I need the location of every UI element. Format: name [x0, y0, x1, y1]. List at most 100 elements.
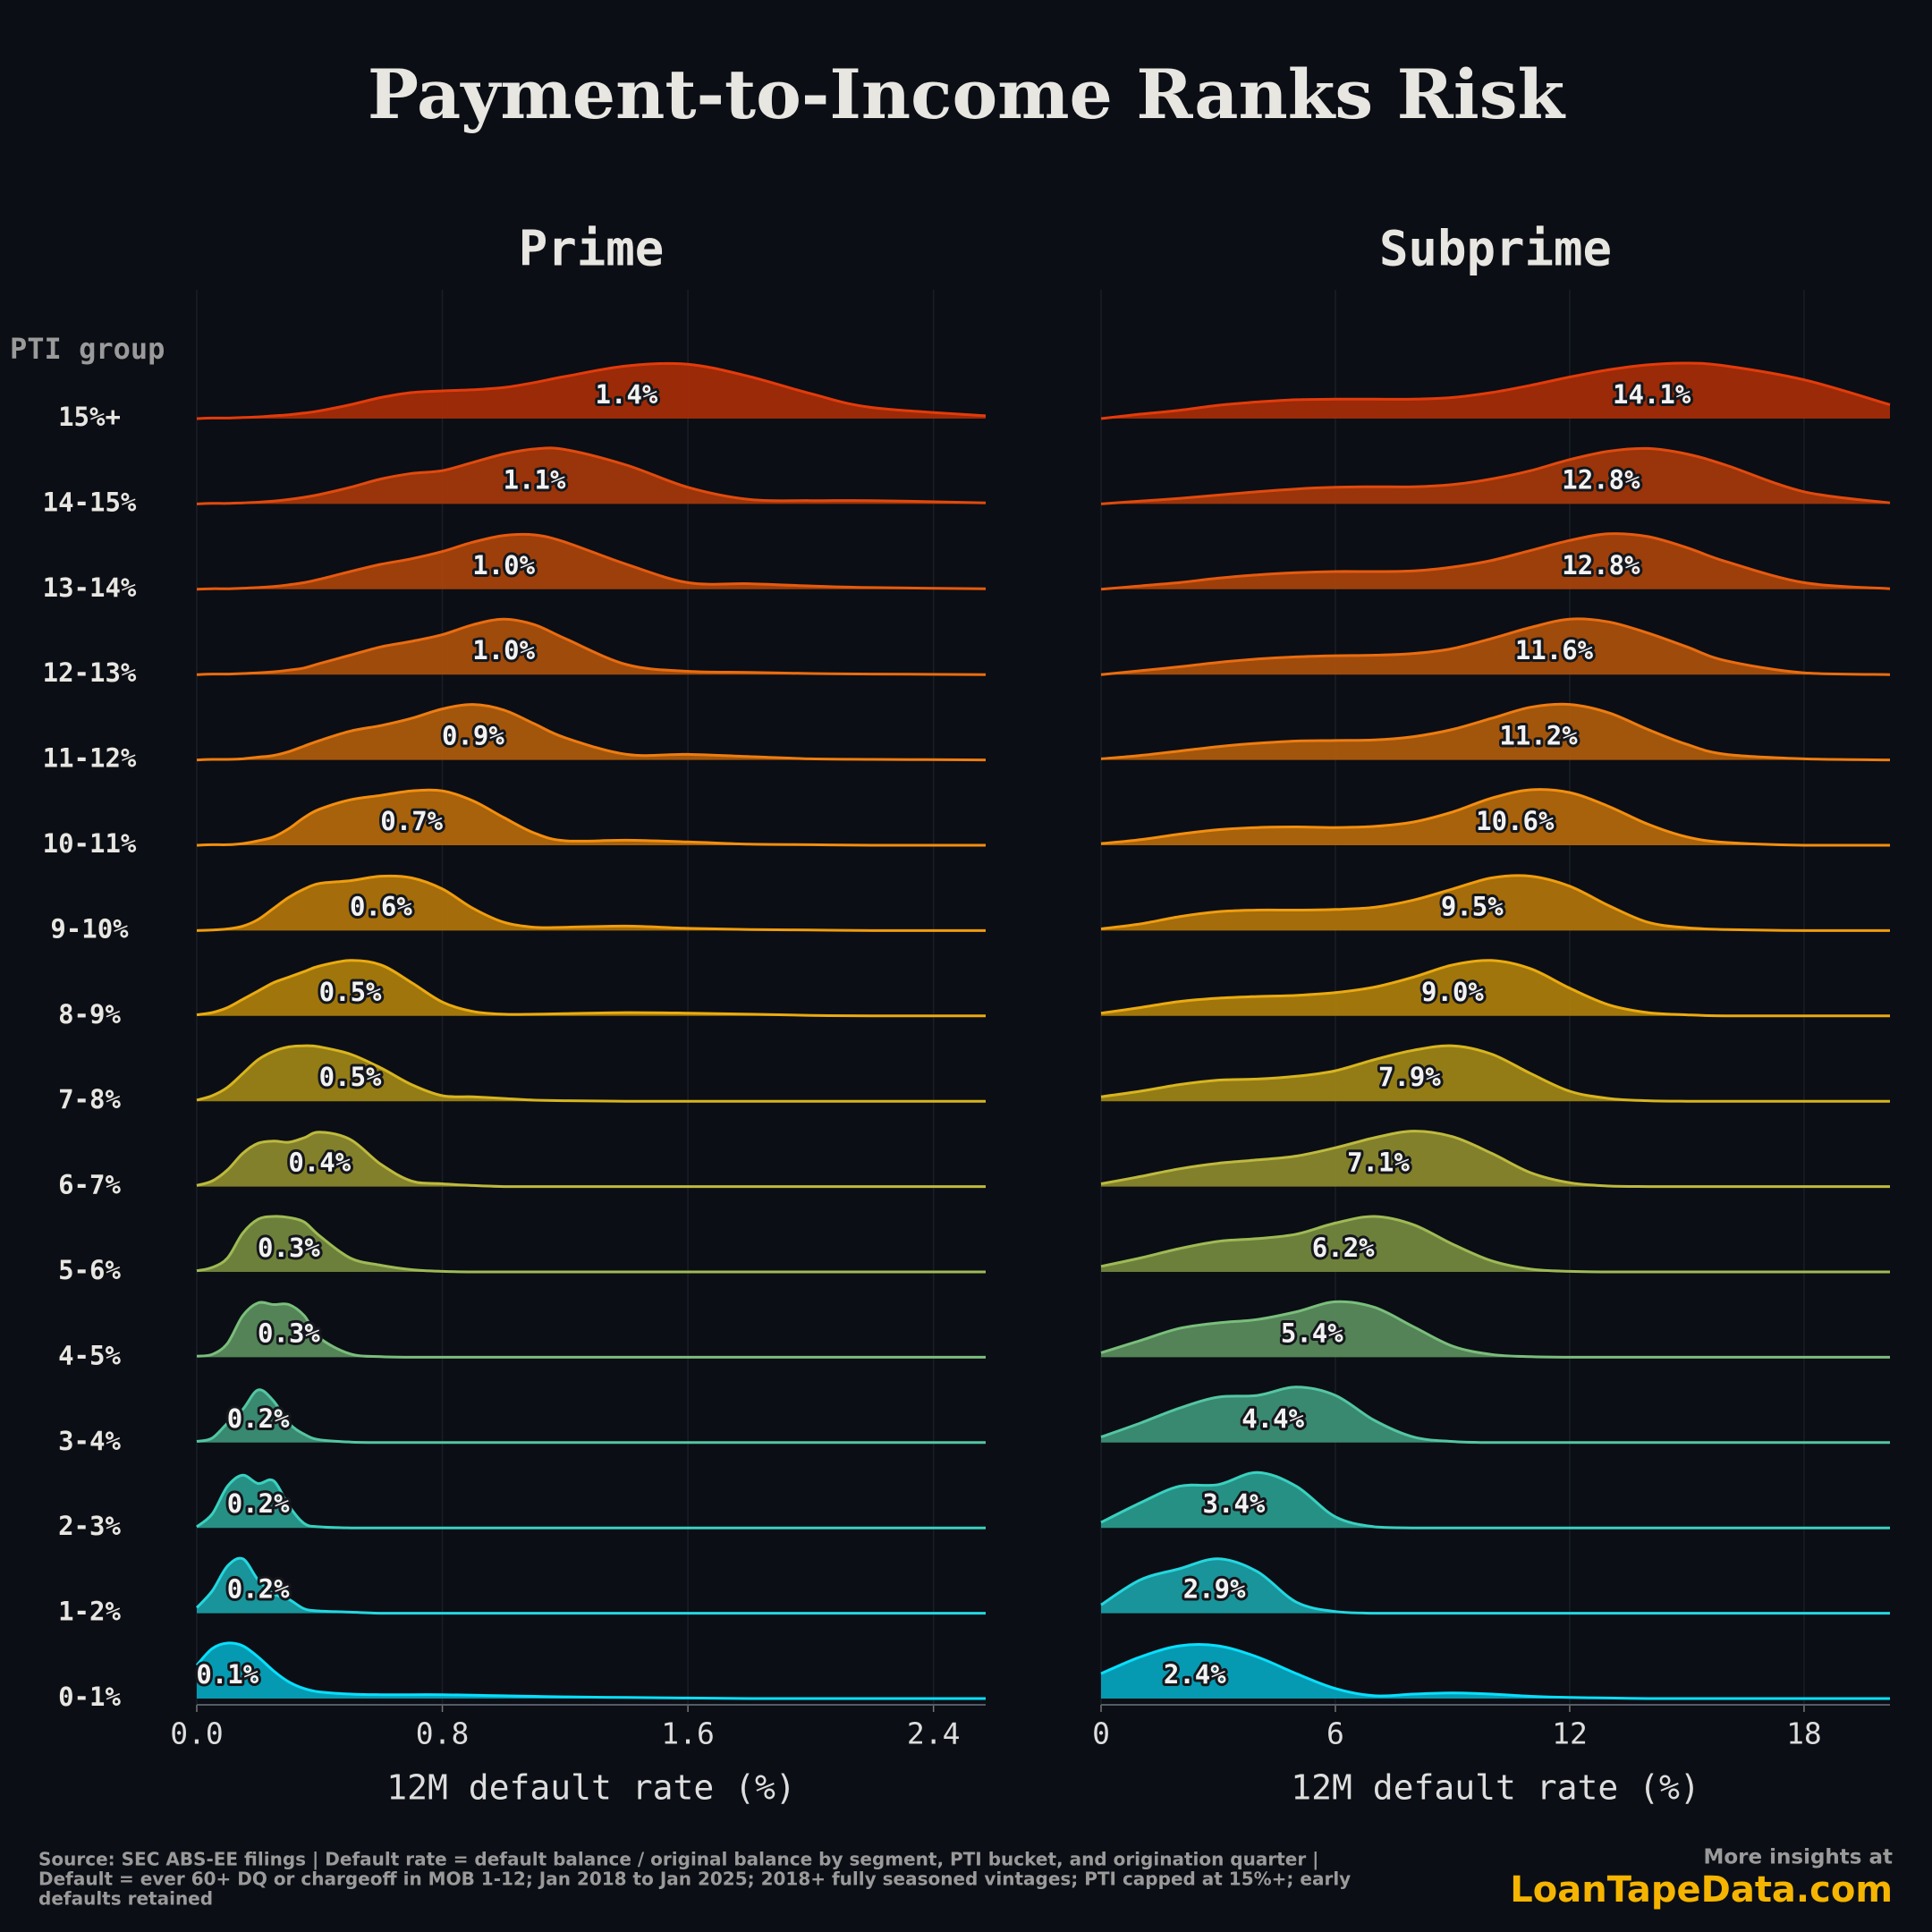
- ridge-area: [1101, 1216, 1890, 1272]
- y-tick-label: 11-12%: [43, 743, 137, 774]
- mean-label: 12.8%: [1562, 550, 1640, 580]
- mean-label: 9.5%: [1441, 891, 1504, 921]
- mean-label: 14.1%: [1613, 379, 1691, 410]
- mean-label: 0.2%: [227, 1488, 290, 1519]
- mean-label: 0.5%: [319, 1062, 382, 1092]
- y-axis-title: PTI group: [10, 332, 165, 366]
- ridge-line: [1100, 532, 1891, 591]
- y-tick-label: 8-9%: [58, 999, 121, 1030]
- y-tick-label: 7-8%: [58, 1084, 121, 1114]
- source-note: defaults retained: [38, 1888, 213, 1910]
- mean-label: 2.9%: [1183, 1574, 1246, 1605]
- mean-label: 6.2%: [1312, 1233, 1375, 1263]
- ridge-area: [1101, 1386, 1890, 1443]
- mean-label: 0.2%: [227, 1574, 290, 1605]
- mean-label: 9.0%: [1421, 977, 1484, 1007]
- mean-label: 0.6%: [350, 891, 412, 921]
- ridge-line: [1100, 788, 1890, 847]
- x-tick-label: 1.6: [661, 1716, 715, 1751]
- y-tick-label: 13-14%: [43, 572, 137, 603]
- ridge-line: [1100, 446, 1891, 505]
- ridge-line: [196, 1473, 986, 1530]
- ridge-area: [197, 1216, 986, 1272]
- ridge-line: [1100, 1557, 1890, 1615]
- ridge-line: [1100, 361, 1891, 420]
- mean-label: 4.4%: [1241, 1403, 1304, 1434]
- ridge-line: [1100, 1300, 1890, 1359]
- mean-label: 3.4%: [1203, 1488, 1266, 1519]
- chart-title: Payment-to-Income Ranks Risk: [368, 55, 1566, 134]
- mean-label: 7.9%: [1378, 1062, 1441, 1092]
- x-tick-label: 12: [1552, 1716, 1588, 1751]
- mean-label: 0.9%: [442, 721, 504, 751]
- y-tick-label: 6-7%: [58, 1170, 121, 1200]
- x-axis-label: 12M default rate (%): [1291, 1768, 1700, 1808]
- cta-text: More insights at: [1703, 1846, 1893, 1869]
- ridge-line: [196, 617, 987, 676]
- ridge-line: [196, 1301, 986, 1359]
- ridge-line: [1100, 617, 1891, 676]
- ridge-area: [1101, 533, 1890, 589]
- ridge-area: [197, 876, 986, 931]
- ridge-line: [196, 788, 986, 847]
- ridge-area: [197, 1046, 986, 1102]
- y-tick-label: 5-6%: [58, 1255, 121, 1285]
- mean-label: 1.4%: [596, 379, 658, 410]
- mean-label: 0.5%: [319, 977, 382, 1007]
- y-tick-label: 0-1%: [58, 1682, 121, 1712]
- mean-label: 0.1%: [196, 1659, 258, 1690]
- panel-title: Prime: [519, 221, 665, 277]
- brand-link: LoanTapeData.com: [1510, 1869, 1893, 1911]
- mean-label: 0.4%: [288, 1148, 351, 1178]
- mean-label: 7.1%: [1347, 1148, 1410, 1178]
- ridge-area: [197, 1642, 986, 1699]
- ridge-area: [197, 704, 986, 760]
- ridge-area: [1101, 704, 1890, 760]
- mean-label: 2.4%: [1164, 1659, 1226, 1690]
- ridge-line: [1100, 1643, 1890, 1700]
- x-tick-label: 18: [1786, 1716, 1822, 1751]
- ridge-area: [1101, 618, 1890, 675]
- y-tick-label: 14-15%: [43, 487, 137, 517]
- y-tick-label: 15%+: [58, 402, 121, 432]
- ridge-area: [197, 1389, 986, 1443]
- ridge-area: [197, 1558, 986, 1614]
- ridge-area: [197, 447, 986, 504]
- y-tick-label: 1-2%: [58, 1597, 121, 1627]
- mean-label: 0.3%: [258, 1318, 320, 1348]
- ridge-area: [197, 1475, 986, 1529]
- ridge-area: [1101, 1472, 1890, 1529]
- x-tick-label: 0: [1092, 1716, 1110, 1751]
- mean-label: 0.7%: [380, 806, 443, 836]
- x-tick-label: 2.4: [907, 1716, 961, 1751]
- mean-label: 1.1%: [504, 464, 566, 495]
- ridge-line: [1100, 1215, 1890, 1274]
- ridge-area: [197, 960, 986, 1016]
- ridge-line: [196, 1131, 986, 1189]
- y-tick-label: 9-10%: [50, 913, 129, 944]
- ridge-area: [197, 619, 986, 675]
- ridge-line: [1100, 1385, 1890, 1445]
- mean-label: 1.0%: [472, 550, 535, 580]
- ridge-line: [196, 1215, 986, 1274]
- panel-title: Subprime: [1379, 221, 1612, 277]
- x-axis-label: 12M default rate (%): [386, 1768, 796, 1808]
- ridge-line: [195, 1641, 986, 1700]
- mean-label: 11.6%: [1515, 635, 1594, 665]
- ridge-line: [1100, 1470, 1890, 1530]
- ridge-line: [196, 1044, 986, 1103]
- ridge-area: [1101, 1644, 1890, 1699]
- ridge-area: [1101, 875, 1890, 931]
- ridge-line: [1100, 874, 1890, 932]
- ridge-line: [196, 703, 987, 762]
- ridge-line: [1100, 1044, 1890, 1103]
- ridge-area: [1101, 960, 1890, 1016]
- ridge-area: [1101, 789, 1890, 845]
- x-tick-label: 6: [1326, 1716, 1344, 1751]
- ridge-line: [1100, 1130, 1890, 1189]
- y-tick-label: 3-4%: [58, 1426, 121, 1456]
- mean-label: 11.2%: [1499, 721, 1578, 751]
- mean-label: 5.4%: [1281, 1318, 1343, 1348]
- x-tick-label: 0.8: [416, 1716, 470, 1751]
